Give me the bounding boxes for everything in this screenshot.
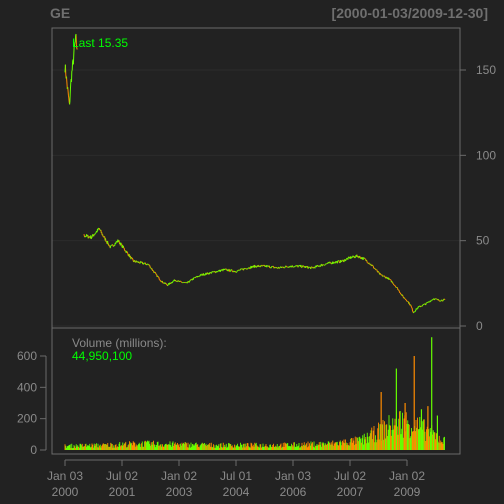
x-tick-year: 2003 — [166, 485, 193, 499]
volume-axis: 0 200 400 600 — [17, 349, 47, 457]
volume-panel-frame — [51, 327, 461, 455]
x-tick-year: 2007 — [337, 485, 364, 499]
price-axis: 0 50 100 150 — [460, 63, 496, 333]
x-tick-label: Jul 01 — [220, 469, 252, 483]
volume-tick-label: 600 — [17, 349, 37, 363]
volume-tick-label: 0 — [30, 443, 37, 457]
volume-label: Volume (millions): — [72, 336, 167, 350]
x-tick-year: 2009 — [394, 485, 421, 499]
price-tick-label: 100 — [476, 148, 496, 162]
x-tick-label: Jan 02 — [389, 469, 425, 483]
x-tick-label: Jul 02 — [106, 469, 138, 483]
x-tick-year: 2001 — [109, 485, 136, 499]
volume-bars-down — [64, 411, 444, 450]
x-axis: Jan 03 2000 Jul 02 2001 Jan 02 2003 Jul 01 2004… — [47, 459, 425, 499]
volume-series — [64, 337, 445, 450]
volume-last-value: 44,950,100 — [72, 349, 132, 363]
x-tick-year: 2006 — [280, 485, 307, 499]
last-price-label: Last 15.35 — [72, 36, 128, 50]
price-line-up-1 — [84, 227, 445, 314]
x-tick-label: Jul 02 — [334, 469, 366, 483]
price-series — [64, 33, 446, 314]
price-line-up-0 — [64, 33, 77, 105]
volume-tick-label: 400 — [17, 380, 37, 394]
chart-title: GE — [50, 5, 70, 21]
date-range: [2000-01-03/2009-12-30] — [332, 5, 488, 21]
price-tick-label: 50 — [476, 234, 490, 248]
x-tick-label: Jan 03 — [47, 469, 83, 483]
price-gridlines — [52, 69, 460, 327]
volume-bars-up — [65, 411, 445, 450]
price-tick-label: 150 — [476, 63, 496, 77]
x-tick-year: 2004 — [223, 485, 250, 499]
x-tick-label: Jan 02 — [161, 469, 197, 483]
x-tick-label: Jan 03 — [275, 469, 311, 483]
volume-tick-label: 200 — [17, 412, 37, 426]
price-tick-label: 0 — [476, 319, 483, 333]
x-tick-year: 2000 — [52, 485, 79, 499]
